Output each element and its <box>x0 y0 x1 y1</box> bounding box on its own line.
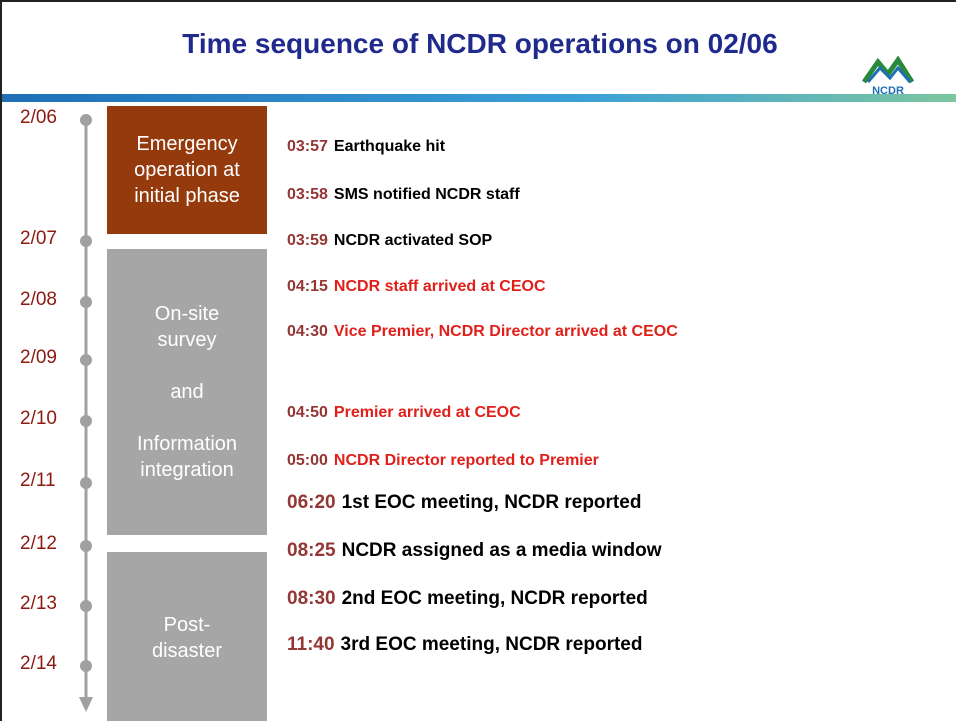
date-label: 2/08 <box>20 289 57 310</box>
phase-line: survey <box>157 329 217 351</box>
timeline-dot <box>80 235 92 247</box>
event: 03:57 Earthquake hit <box>287 136 807 158</box>
phase-line: On-site <box>154 303 220 325</box>
event-text: Vice Premier, NCDR Director arrived at C… <box>333 323 678 340</box>
event-time: 08:25 <box>287 540 336 561</box>
phase-box: Post-disaster <box>107 552 267 721</box>
event: 04:15 NCDR staff arrived at CEOC <box>287 276 807 298</box>
phase-line: initial phase <box>134 185 240 207</box>
event: 04:30 Vice Premier, NCDR Director arrived… <box>287 314 767 350</box>
event: 05:00 NCDR Director reported to Premier <box>287 450 807 472</box>
timeline-dot <box>80 660 92 672</box>
event-time: 04:50 <box>287 404 328 421</box>
phase-line: Emergency <box>136 133 238 155</box>
date-label: 2/06 <box>20 107 57 128</box>
timeline-dot <box>80 600 92 612</box>
title: Time sequence of NCDR operations on 02/0… <box>182 28 778 59</box>
phase-line: and <box>170 381 204 403</box>
date-label: 2/07 <box>20 228 57 249</box>
phase-line: operation at <box>134 159 240 181</box>
event-time: 08:30 <box>287 588 336 609</box>
event: 03:58 SMS notified NCDR staff <box>287 184 807 206</box>
phase-line: Information <box>136 433 238 455</box>
phase-line: integration <box>140 459 234 481</box>
event-text: 2nd EOC meeting, NCDR reported <box>341 588 648 609</box>
event-time: 05:00 <box>287 452 328 469</box>
event-time: 04:30 <box>287 323 328 340</box>
event: 06:20 1st EOC meeting, NCDR reported <box>287 492 807 514</box>
event-text: NCDR Director reported to Premier <box>333 452 599 469</box>
date-label: 2/12 <box>20 533 57 554</box>
phase-line: Post- <box>163 613 211 636</box>
logo: NCDR <box>861 55 915 97</box>
date-label: 2/11 <box>20 470 56 491</box>
event: 03:59 NCDR activated SOP <box>287 230 807 252</box>
header-stripe <box>2 94 956 102</box>
event-time: 03:57 <box>287 138 328 155</box>
event: 08:30 2nd EOC meeting, NCDR reported <box>287 588 807 610</box>
phase-line: disaster <box>151 639 223 662</box>
event-time: 11:40 <box>287 634 335 655</box>
timeline-dot <box>80 296 92 308</box>
timeline-dot <box>80 415 92 427</box>
event: 04:50 Premier arrived at CEOC <box>287 402 807 424</box>
timeline-dot <box>80 354 92 366</box>
timeline-dot <box>80 477 92 489</box>
date-label: 2/13 <box>20 593 57 614</box>
event-text: SMS notified NCDR staff <box>333 186 520 203</box>
event-time: 03:58 <box>287 186 328 203</box>
event-text: 3rd EOC meeting, NCDR reported <box>340 634 643 655</box>
phase-box: On-site survey and Information integration <box>107 249 267 535</box>
timeline-dot <box>80 114 92 126</box>
event-text: NCDR activated SOP <box>333 232 493 249</box>
event: 08:25 NCDR assigned as a media window <box>287 540 807 562</box>
date-label: 2/10 <box>20 408 57 429</box>
event-text: NCDR assigned as a media window <box>341 540 662 561</box>
event-text: 1st EOC meeting, NCDR reported <box>341 492 642 513</box>
event-text: NCDR staff arrived at CEOC <box>333 278 546 295</box>
event: 11:40 3rd EOC meeting, NCDR reported <box>287 634 807 656</box>
event-text: Premier arrived at CEOC <box>333 404 521 421</box>
event-time: 03:59 <box>287 232 328 249</box>
phase-box: Emergency operation at initial phase <box>107 106 267 234</box>
event-time: 04:15 <box>287 278 328 295</box>
event-time: 06:20 <box>287 492 336 513</box>
date-label: 2/14 <box>20 653 57 674</box>
event-text: Earthquake hit <box>333 138 446 155</box>
timeline-dot <box>80 540 92 552</box>
date-label: 2/09 <box>20 347 57 368</box>
